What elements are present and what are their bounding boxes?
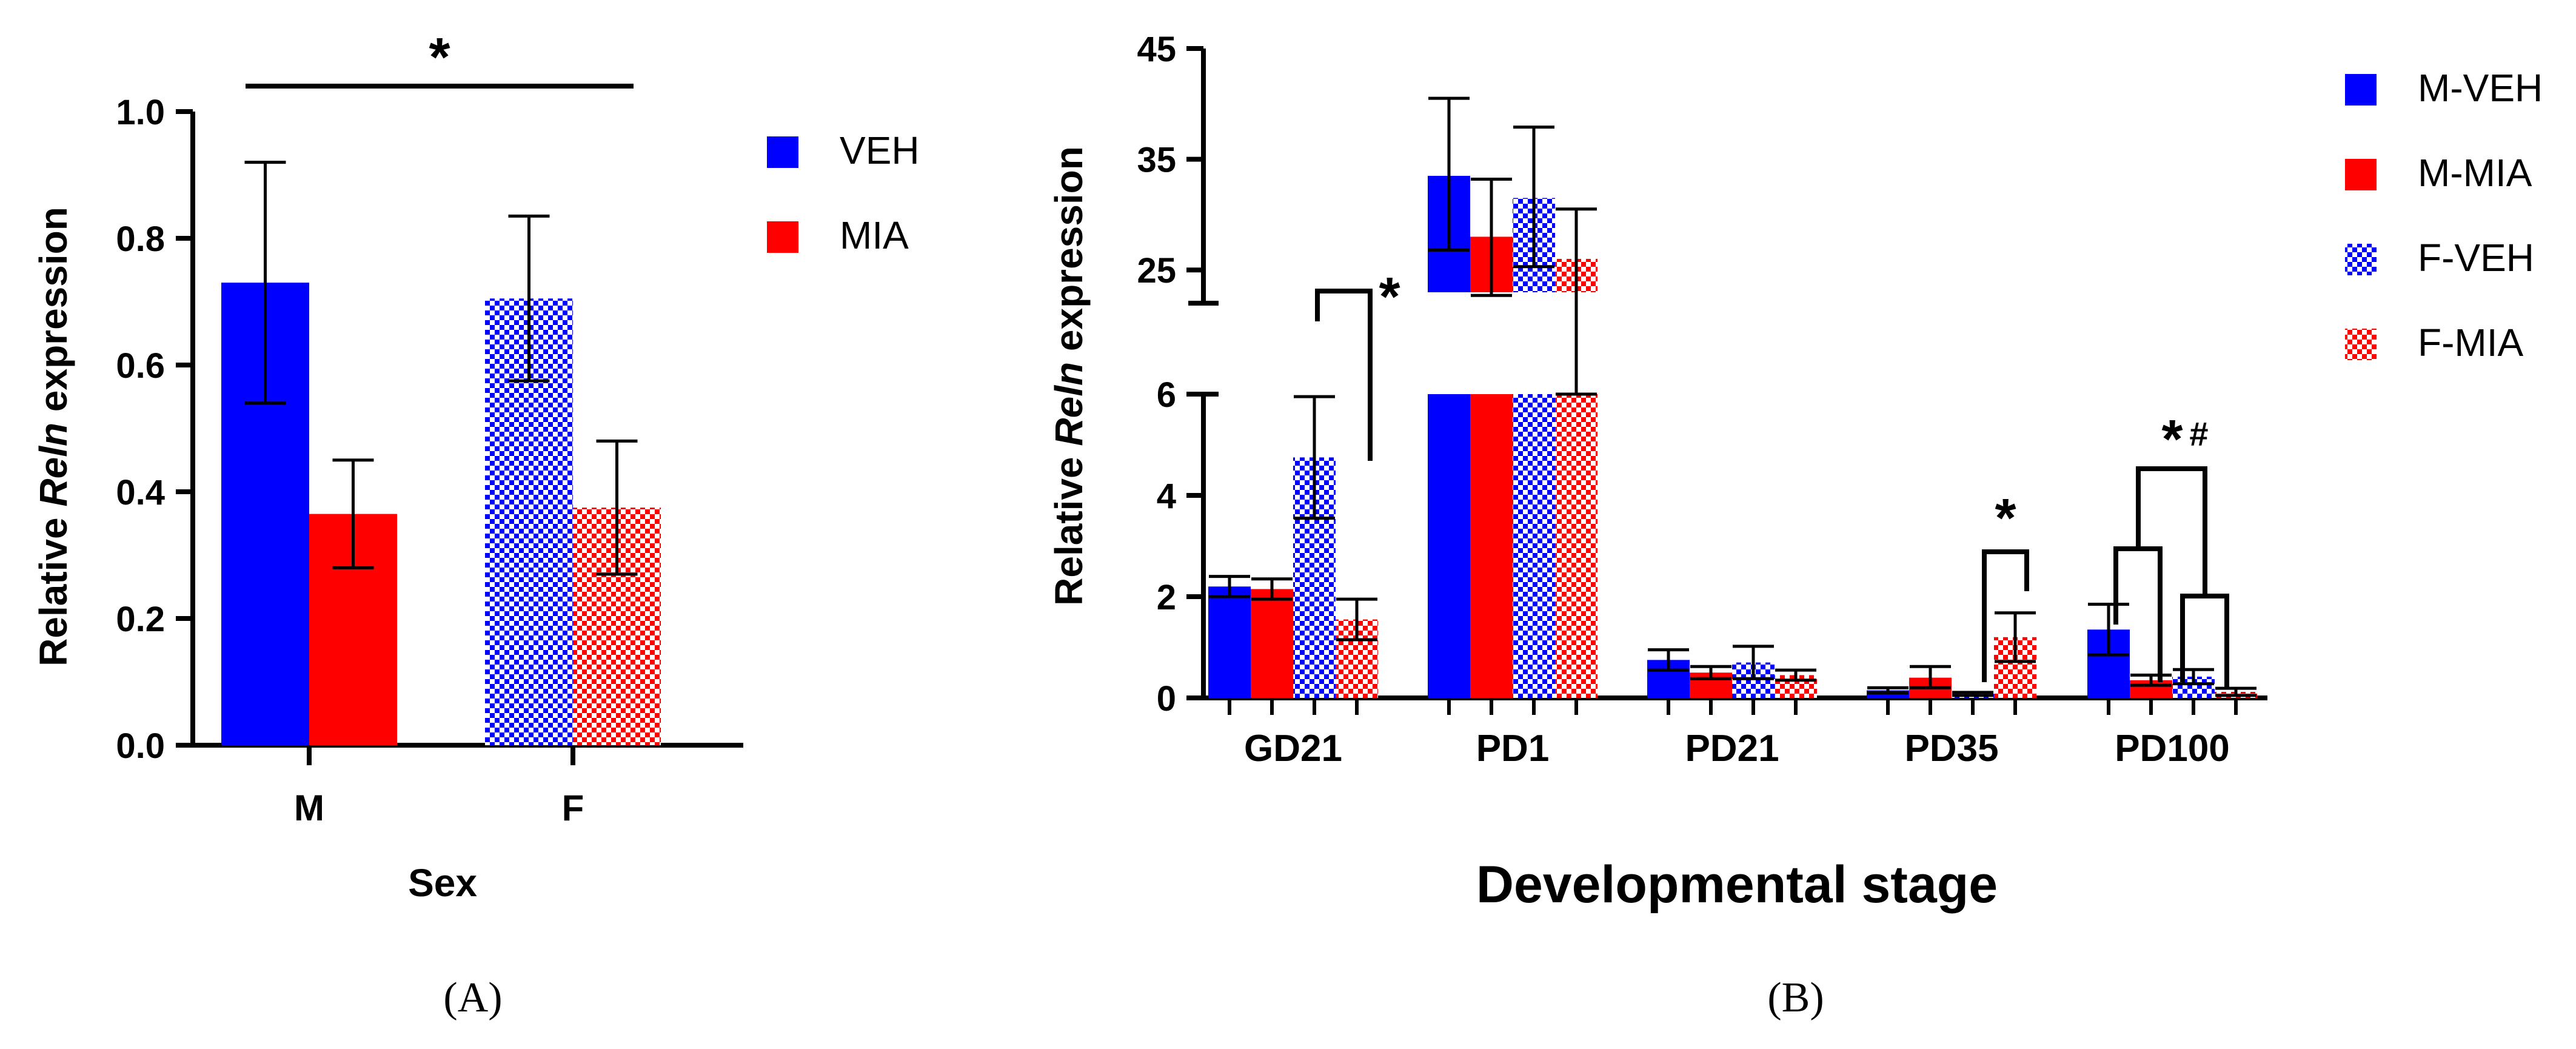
- panel-b-y-tick-label: 4: [1157, 477, 1176, 516]
- panel-a-y-tick-label: 0.0: [116, 726, 165, 766]
- panel-b-x-ticks: [1228, 698, 2238, 715]
- panel-a-y-tick-label: 0.4: [116, 473, 165, 512]
- panel-b-y-axis-label: Relative Reln expression: [1047, 146, 1091, 606]
- legend-swatch-f-mia: [2345, 329, 2377, 360]
- hash-pd100: #: [2189, 415, 2208, 453]
- panel-b-y-tick-label: 0: [1157, 679, 1176, 719]
- panel-b-y-tick-label: 2: [1157, 578, 1176, 617]
- legend-swatch-f-veh: [2345, 244, 2377, 275]
- panel-b-x-axis-label: Developmental stage: [1476, 856, 1998, 914]
- panel-b-x-tick-label-pd21: PD21: [1685, 728, 1779, 769]
- bracket-pd100-right: [2180, 594, 2229, 688]
- panel-b-annotation-gd21: *: [1315, 267, 1400, 461]
- panel-a-x-tick-label-f: F: [562, 788, 584, 828]
- panel-b-bars: [1208, 96, 2257, 698]
- panel-a-y-tick-label: 0.8: [116, 220, 165, 259]
- panel-b-y-tick-label: 35: [1137, 141, 1176, 180]
- panel-b-y-tick-label: 45: [1137, 30, 1176, 69]
- panel-b-bar-gd21-m-veh: [1208, 586, 1251, 698]
- bracket-pd35: [1982, 549, 2029, 682]
- panel-a-y-ticks: 0.0 0.2 0.4 0.6 0.8 1.0: [116, 93, 193, 766]
- panel-b-label: (B): [1767, 974, 1824, 1021]
- panel-b-legend: M-VEH M-MIA F-VEH F-MIA: [2345, 66, 2543, 364]
- panel-b-bar-pd1-m-mia-lower: [1470, 394, 1513, 698]
- panel-b-x-tick-label-pd1: PD1: [1476, 728, 1550, 769]
- legend-label-mia: MIA: [840, 213, 909, 257]
- panel-b-annotation-pd100: * #: [2113, 409, 2229, 688]
- panel-b-x-tick-labels: GD21 PD1 PD21 PD35 PD100: [1244, 728, 2230, 769]
- legend-swatch-m-mia: [2345, 159, 2377, 190]
- panel-b-y-ticks: 0 2 4 6 25 35 45: [1137, 30, 1203, 719]
- panel-b-bar-pd1-m-veh-lower: [1428, 394, 1470, 698]
- panel-a-x-axis-label: Sex: [408, 861, 477, 905]
- legend-label-veh: VEH: [840, 129, 920, 172]
- panel-b-bar-pd1-f-mia-lower: [1555, 394, 1597, 698]
- panel-a-y-tick-label: 0.6: [116, 346, 165, 386]
- panel-b-x-tick-label-gd21: GD21: [1244, 728, 1342, 769]
- panel-a-x-tick-label-m: M: [294, 788, 324, 828]
- legend-label-m-veh: M-VEH: [2418, 66, 2543, 110]
- bracket-gd21: [1315, 289, 1373, 461]
- legend-swatch-veh: [767, 136, 798, 168]
- panel-a-bars: [221, 161, 661, 745]
- legend-label-f-mia: F-MIA: [2418, 321, 2524, 364]
- panel-a-legend: VEH MIA: [767, 129, 920, 257]
- legend-swatch-m-veh: [2345, 74, 2377, 106]
- panel-b-y-tick-label: 6: [1157, 375, 1176, 415]
- legend-label-m-mia: M-MIA: [2418, 151, 2532, 195]
- panel-a-label: (A): [443, 974, 502, 1021]
- panel-b-x-tick-label-pd100: PD100: [2115, 728, 2230, 769]
- panel-a-y-tick-label: 0.2: [116, 600, 165, 639]
- panel-a-significance-star: *: [429, 27, 450, 88]
- panel-b-x-tick-label-pd35: PD35: [1904, 728, 1998, 769]
- panel-a-y-tick-label: 1.0: [116, 93, 165, 132]
- star-pd35: *: [1995, 488, 2016, 549]
- star-gd21: *: [1379, 267, 1400, 327]
- panel-b-annotation-pd35: *: [1982, 488, 2029, 682]
- star-pd100: *: [2161, 409, 2183, 470]
- panel-a-chart: Relative Reln expression 0.0 0.2 0.4 0.6 0.8…: [32, 27, 920, 1021]
- panel-a-y-axis-label: Relative Reln expression: [32, 207, 75, 666]
- panel-b-chart: Relative Reln expression 0 2 4 6 25 35 45 GD21…: [1047, 30, 2543, 1021]
- bracket-pd100-top: [2136, 466, 2207, 596]
- panel-b-y-tick-label: 25: [1137, 251, 1176, 290]
- legend-label-f-veh: F-VEH: [2418, 236, 2534, 280]
- legend-swatch-mia: [767, 221, 798, 253]
- panel-b-bar-gd21-m-mia: [1251, 589, 1293, 698]
- panel-b-bar-pd1-f-veh-lower: [1513, 394, 1555, 698]
